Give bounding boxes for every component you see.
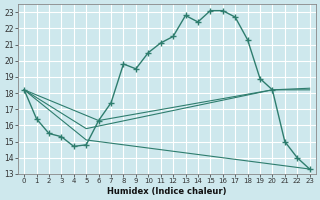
- X-axis label: Humidex (Indice chaleur): Humidex (Indice chaleur): [107, 187, 227, 196]
